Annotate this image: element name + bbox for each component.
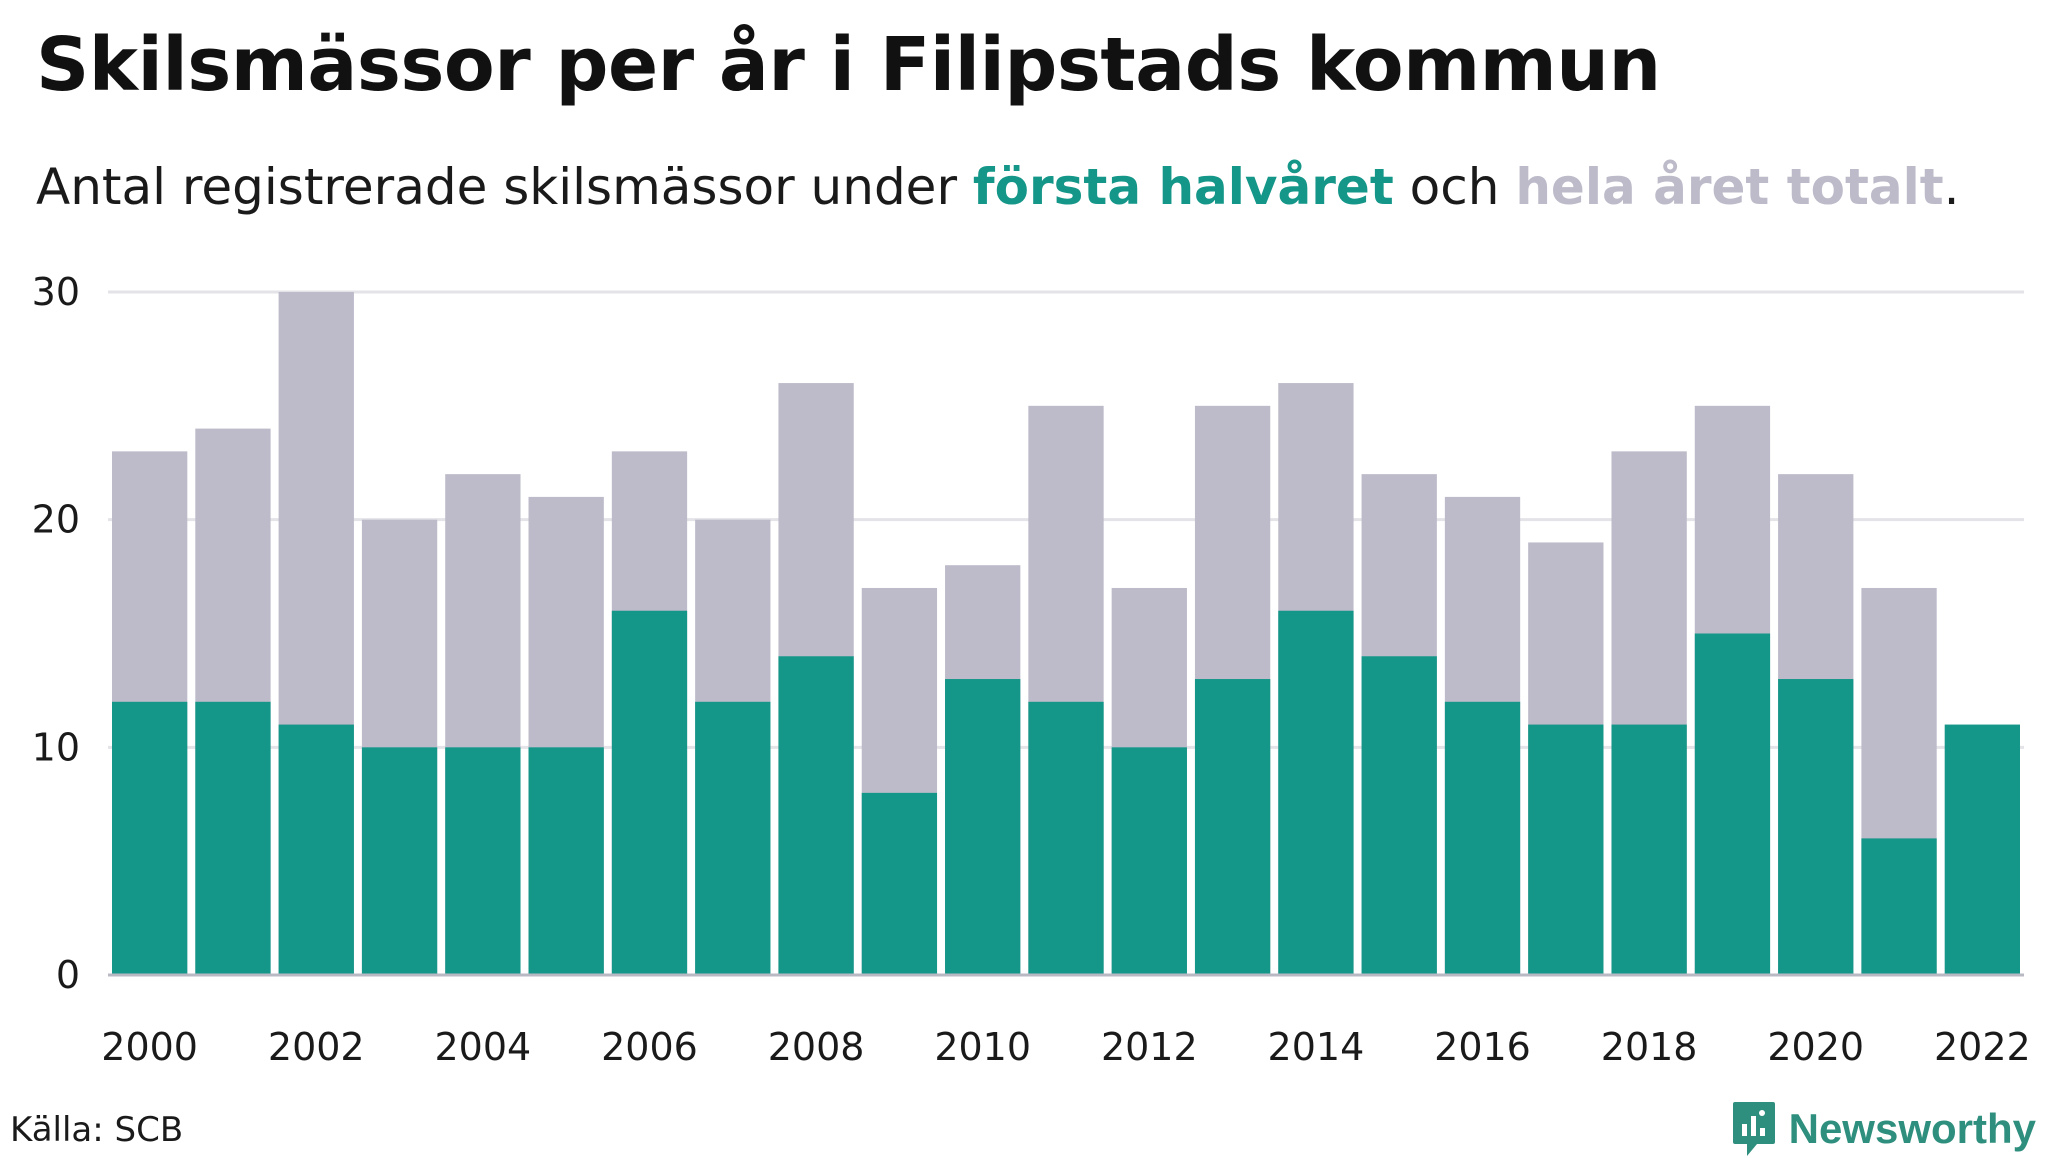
bar-first-half-2019 (1694, 633, 1771, 975)
first-half-bars (112, 610, 2020, 975)
y-tick-label: 0 (56, 953, 80, 997)
bar-first-half-2002 (278, 724, 354, 975)
brand-logo: Newsworthy (1731, 1100, 2036, 1158)
bar-first-half-2016 (1444, 701, 1521, 975)
bar-first-half-2015 (1361, 656, 1437, 975)
y-tick-labels: 0 10 20 30 (32, 270, 80, 997)
y-tick-label: 20 (32, 498, 80, 542)
x-tick-label: 2018 (1601, 1025, 1698, 1069)
x-tick-label: 2014 (1268, 1025, 1365, 1069)
bar-first-half-2006 (611, 610, 688, 975)
bar-first-half-2014 (1278, 610, 1354, 975)
y-tick-label: 30 (32, 270, 80, 314)
x-tick-label: 2000 (101, 1025, 198, 1069)
x-tick-label: 2008 (768, 1025, 865, 1069)
bar-first-half-2021 (1861, 838, 1937, 975)
legend-full-year: hela året totalt (1515, 158, 1944, 216)
source-note: Källa: SCB (10, 1110, 184, 1150)
subtitle-middle: och (1393, 158, 1516, 216)
y-tick-label: 10 (32, 725, 80, 769)
bar-first-half-2009 (861, 792, 938, 975)
legend-first-half: första halvåret (972, 158, 1394, 216)
bar-first-half-2018 (1611, 724, 1687, 975)
bar-first-half-2017 (1528, 724, 1604, 975)
bar-first-half-2013 (1194, 679, 1271, 975)
chart-subtitle: Antal registrerade skilsmässor under för… (36, 158, 1960, 216)
bar-first-half-2012 (1111, 747, 1187, 975)
x-tick-label: 2020 (1767, 1025, 1864, 1069)
newsworthy-logo-icon (1732, 1102, 1775, 1156)
x-tick-label: 2022 (1934, 1025, 2031, 1069)
bar-first-half-2005 (528, 747, 604, 975)
x-tick-label: 2010 (934, 1025, 1031, 1069)
bar-first-half-2010 (945, 679, 1021, 975)
bar-first-half-2007 (695, 701, 771, 975)
subtitle-suffix: . (1943, 158, 1960, 216)
x-tick-label: 2006 (601, 1025, 698, 1069)
x-tick-label: 2012 (1101, 1025, 1198, 1069)
bar-first-half-2003 (361, 747, 438, 975)
x-tick-labels: 2000 2002 2004 2006 2008 2010 2012 2014 2016 2018… (101, 1025, 2030, 1069)
bar-first-half-2004 (445, 747, 521, 975)
x-tick-label: 2002 (268, 1025, 365, 1069)
bar-first-half-2000 (112, 701, 188, 975)
bar-first-half-2001 (195, 701, 271, 975)
bar-first-half-2011 (1028, 701, 1104, 975)
x-tick-label: 2004 (435, 1025, 532, 1069)
bar-first-half-2020 (1778, 679, 1854, 975)
brand-name: Newsworthy (1788, 1105, 2036, 1152)
subtitle-prefix: Antal registrerade skilsmässor under (36, 158, 973, 216)
bar-first-half-2008 (778, 656, 854, 975)
x-tick-label: 2016 (1434, 1025, 1531, 1069)
bar-first-half-2022 (1944, 724, 2020, 975)
chart-title: Skilsmässor per år i Filipstads kommun (36, 22, 1661, 108)
